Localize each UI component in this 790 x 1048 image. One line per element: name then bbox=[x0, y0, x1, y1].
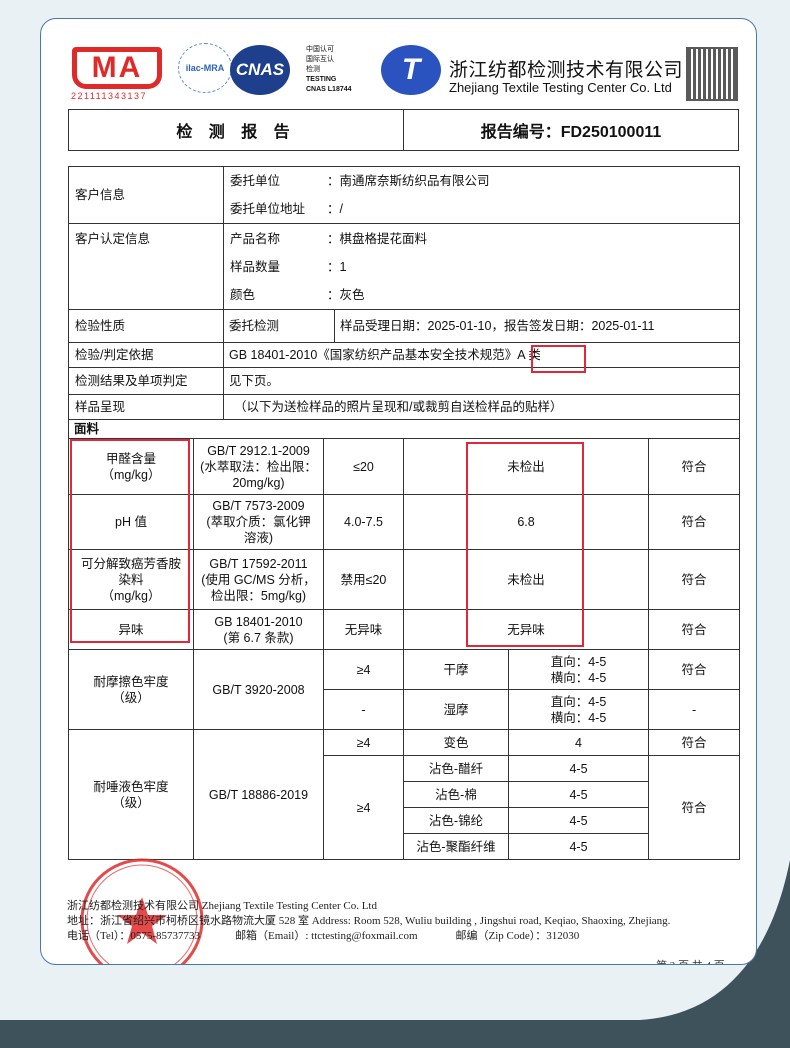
table-cell: ≥4 bbox=[323, 755, 405, 860]
table-cell: 禁用≤20 bbox=[323, 549, 405, 610]
table-cell: 干摩 bbox=[403, 649, 510, 690]
table-cell: - bbox=[648, 689, 741, 730]
table-cell: 面料 bbox=[67, 419, 741, 439]
client-confirm-row: 客户认定信息 产品名称 ：棋盘格提花面料 样品数量 ：1 颜色 ：灰色 bbox=[67, 223, 741, 310]
table-cell: 符合 bbox=[648, 438, 741, 495]
table-cell: 检验性质 bbox=[67, 309, 225, 343]
table-cell: GB/T 18886-2019 bbox=[192, 729, 325, 860]
section-fabric: 面料 bbox=[67, 419, 741, 439]
table-cell: 未检出 bbox=[403, 438, 650, 495]
test-row-ph: pH 值 GB/T 7573-2009 (萃取介质：氯化钾 溶液) 4.0-7.5 6… bbox=[68, 494, 741, 550]
company-logo: T bbox=[381, 45, 441, 95]
table-cell: 客户信息 bbox=[67, 166, 225, 224]
test-row-odor: 异味 GB 18401-2010 (第 6.7 条款) 无异味 无异味 符合 bbox=[68, 609, 741, 650]
table-cell: 直向：4-5 横向：4-5 bbox=[508, 689, 650, 730]
table-cell: ≤20 bbox=[323, 438, 405, 495]
table-cell: 耐唾液色牢度 （级） bbox=[68, 729, 194, 860]
rubbing-row-wet: - 湿摩 直向：4-5 横向：4-5 - bbox=[69, 689, 741, 730]
table-cell: 变色 bbox=[403, 729, 510, 756]
highlight-box-results bbox=[466, 442, 584, 647]
highlight-box-class bbox=[531, 345, 586, 373]
result-row: 检测结果及单项判定 见下页。 bbox=[67, 367, 741, 395]
table-cell: 符合 bbox=[648, 729, 741, 756]
table-cell: GB/T 17592-2011 (使用 GC/MS 分析， 检出限：5mg/kg… bbox=[192, 549, 325, 610]
cma-number: 221111343137 bbox=[71, 91, 148, 101]
table-cell: ≥4 bbox=[323, 729, 405, 756]
cnas-text: 中国认可 国际互认 检测 TESTING CNAS L18744 bbox=[306, 46, 352, 93]
table-cell: 样品呈现 bbox=[67, 394, 225, 420]
sample-row: 样品呈现 （以下为送检样品的照片呈现和/或裁剪自送检样品的贴样） bbox=[67, 394, 741, 420]
table-cell: 沾色-聚酯纤维 bbox=[403, 833, 510, 860]
table-cell: 6.8 bbox=[403, 494, 650, 550]
header-logos: MA 221111343137 ilac-MRA CNAS 中国认可 国际互认 检测… bbox=[41, 19, 756, 109]
table-cell: 无异味 bbox=[403, 609, 650, 650]
test-row-formaldehyde: 甲醛含量 （mg/kg） GB/T 2912.1-2009 (水萃取法：检出限： … bbox=[68, 438, 741, 495]
footer: 浙江纺都检测技术有限公司 Zhejiang Textile Testing Ce… bbox=[67, 900, 671, 942]
saliva-row-polyester: 沾色-聚酯纤维 4-5 bbox=[69, 833, 740, 860]
table-cell: 委托检测 bbox=[223, 309, 336, 343]
table-cell: 直向：4-5 横向：4-5 bbox=[508, 649, 650, 690]
table-cell: GB/T 7573-2009 (萃取介质：氯化钾 溶液) bbox=[192, 494, 325, 550]
report-number: 报告编号：FD250100011 bbox=[480, 124, 662, 141]
company-name-en: Zhejiang Textile Testing Center Co. Ltd bbox=[449, 80, 672, 95]
saliva-row-cotton: 沾色-棉 4-5 bbox=[69, 781, 740, 808]
table-cell: 检验/判定依据 bbox=[67, 342, 225, 368]
table-cell: 4-5 bbox=[508, 833, 650, 860]
table-cell: 4.0-7.5 bbox=[323, 494, 405, 550]
saliva-row-acetate: ≥4 沾色-醋纤 4-5 符合 bbox=[69, 755, 741, 860]
table-cell: - bbox=[323, 689, 405, 730]
client-info-row: 客户信息 委托单位 ：南通席奈斯纺织品有限公司 委托单位地址 ：/ bbox=[67, 166, 741, 224]
table-cell: 符合 bbox=[648, 494, 741, 550]
report-table: 客户信息 委托单位 ：南通席奈斯纺织品有限公司 委托单位地址 ：/ 客户认定信息 产… bbox=[67, 166, 741, 860]
table-cell: GB/T 2912.1-2009 (水萃取法：检出限： 20mg/kg) bbox=[192, 438, 325, 495]
cnas-logo: CNAS bbox=[230, 45, 290, 95]
table-cell: 沾色-醋纤 bbox=[403, 755, 510, 782]
table-cell: 检测结果及单项判定 bbox=[67, 367, 225, 395]
report-header-box: 检 测 报 告 报告编号：FD250100011 bbox=[68, 109, 739, 151]
table-cell: 符合 bbox=[648, 755, 741, 860]
cma-logo: MA bbox=[72, 47, 162, 89]
table-cell: 符合 bbox=[648, 649, 741, 690]
page-number: 第 2 页 共 4 页 bbox=[656, 957, 725, 964]
table-cell: 沾色-锦纶 bbox=[403, 807, 510, 834]
table-cell: 符合 bbox=[648, 549, 741, 610]
table-cell: ≥4 bbox=[323, 649, 405, 690]
table-cell: 湿摩 bbox=[403, 689, 510, 730]
table-cell: 4 bbox=[508, 729, 650, 756]
table-cell: 4-5 bbox=[508, 755, 650, 782]
table-cell: GB 18401-2010《国家纺织产品基本安全技术规范》A 类 bbox=[223, 342, 741, 368]
table-cell: 未检出 bbox=[403, 549, 650, 610]
highlight-box-items bbox=[70, 439, 190, 643]
table-cell: 客户认定信息 bbox=[67, 223, 225, 310]
table-cell: 样品受理日期：2025-01-10，报告签发日期：2025-01-11 bbox=[334, 309, 741, 343]
qr-code-icon bbox=[686, 47, 738, 101]
nature-row: 检验性质 委托检测 样品受理日期：2025-01-10，报告签发日期：2025-… bbox=[67, 309, 741, 343]
table-cell: 委托单位 ：南通席奈斯纺织品有限公司 委托单位地址 ：/ bbox=[223, 166, 741, 224]
report-title: 检 测 报 告 bbox=[69, 110, 404, 150]
table-cell: 沾色-棉 bbox=[403, 781, 510, 808]
ilac-mra-logo: ilac-MRA bbox=[178, 43, 232, 93]
table-cell: （以下为送检样品的照片呈现和/或裁剪自送检样品的贴样） bbox=[223, 394, 741, 420]
company-name-cn: 浙江纺都检测技术有限公司 bbox=[449, 60, 684, 81]
table-cell: 产品名称 ：棋盘格提花面料 样品数量 ：1 颜色 ：灰色 bbox=[223, 223, 741, 310]
table-cell: 甲醛含量 （mg/kg） bbox=[68, 438, 194, 495]
saliva-row-change: 耐唾液色牢度 （级） GB/T 18886-2019 ≥4 变色 4 符合 bbox=[68, 729, 741, 860]
rubbing-row-dry: 耐摩擦色牢度 （级） GB/T 3920-2008 ≥4 干摩 直向：4-5 横… bbox=[68, 649, 741, 730]
report-page: MA 221111343137 ilac-MRA CNAS 中国认可 国际互认 检测… bbox=[40, 18, 757, 965]
table-cell: 耐摩擦色牢度 （级） bbox=[68, 649, 194, 730]
table-cell: 无异味 bbox=[323, 609, 405, 650]
table-cell: GB 18401-2010 (第 6.7 条款) bbox=[192, 609, 325, 650]
company-seal bbox=[80, 858, 204, 964]
basis-row: 检验/判定依据 GB 18401-2010《国家纺织产品基本安全技术规范》A 类 bbox=[67, 342, 741, 368]
table-cell: 4-5 bbox=[508, 807, 650, 834]
table-cell: GB/T 3920-2008 bbox=[192, 649, 325, 730]
table-cell: 见下页。 bbox=[223, 367, 741, 395]
table-cell: 4-5 bbox=[508, 781, 650, 808]
table-cell: 符合 bbox=[648, 609, 741, 650]
table-cell: 异味 bbox=[68, 609, 194, 650]
